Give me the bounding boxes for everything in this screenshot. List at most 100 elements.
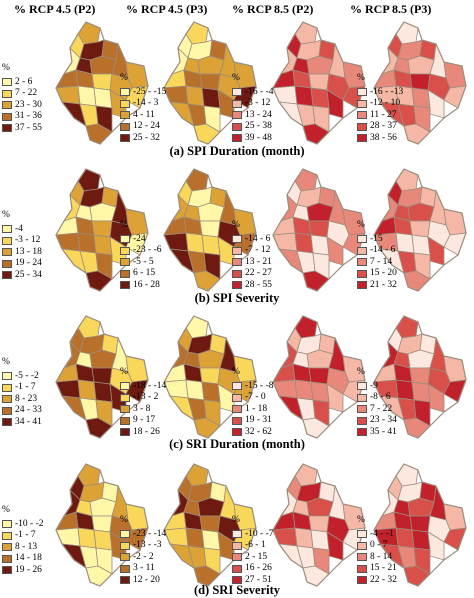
district-region xyxy=(163,216,187,236)
legend-swatch xyxy=(120,235,130,244)
legend-item: 19 - 24 xyxy=(2,258,42,270)
legend-label: -4 xyxy=(15,223,23,234)
legend-label: -10 - -2 xyxy=(15,518,44,529)
legend-swatch xyxy=(232,564,242,573)
district-region xyxy=(163,511,187,531)
district-region xyxy=(308,220,330,238)
legend-label: 22 - 32 xyxy=(370,574,397,585)
district-region xyxy=(89,202,117,222)
district-region xyxy=(308,515,330,533)
district-region xyxy=(185,232,205,254)
district-region xyxy=(197,349,225,369)
legend-label: 8 - 23 xyxy=(15,393,38,404)
legend-unit: % xyxy=(232,515,240,525)
map-row1-col3 xyxy=(272,21,366,145)
legend-label: 35 - 41 xyxy=(370,426,397,437)
legend-item: 13 - 24 xyxy=(232,110,274,122)
legend-swatch xyxy=(2,383,12,392)
legend-swatch xyxy=(120,111,130,120)
district-region xyxy=(395,527,415,549)
legend-swatch xyxy=(232,281,242,290)
legend-swatch xyxy=(120,393,130,402)
legend-unit: % xyxy=(357,515,365,525)
basin-outline xyxy=(55,21,149,145)
legend-item: 32 - 62 xyxy=(232,427,274,439)
legend-label: -23 - -14 xyxy=(133,528,167,539)
district-region xyxy=(272,363,296,383)
legend-item: 28 - 55 xyxy=(232,280,272,292)
legend-label: -4 - -1 xyxy=(370,528,394,539)
district-region xyxy=(409,367,431,385)
district-region xyxy=(91,367,113,385)
map-row2-col4 xyxy=(373,168,467,292)
legend-item: 23 - 34 xyxy=(357,415,397,427)
legend-unit: % xyxy=(2,505,10,515)
district-region xyxy=(427,531,445,561)
legend-item: 9 - 17 xyxy=(120,415,166,427)
district-region xyxy=(77,85,97,107)
legend-label: -7 - 0 xyxy=(245,392,266,402)
legend-label: -23 - -6 xyxy=(133,245,162,255)
legend-item: 12 - 24 xyxy=(120,121,166,133)
legend-item: -7 - 0 xyxy=(232,392,274,404)
basin-outline xyxy=(272,315,366,439)
legend-swatch xyxy=(120,122,130,131)
legend-item: -24 xyxy=(120,234,162,246)
legend-item: 7 - 22 xyxy=(357,404,397,416)
legend-item: -23 - -6 xyxy=(120,245,162,257)
district-region xyxy=(395,379,415,401)
legend-swatch xyxy=(232,246,242,255)
legend-label: 37 - 55 xyxy=(15,122,42,133)
legend-item: -12 - 10 xyxy=(357,98,403,110)
legend-label: 12 - 20 xyxy=(133,574,160,585)
legend-swatch xyxy=(2,372,12,381)
legend-label: 8 - 13 xyxy=(15,541,38,552)
legend-item: -3 - 12 xyxy=(232,98,274,110)
legend-swatch xyxy=(357,382,367,391)
district-region xyxy=(411,529,431,551)
district-region xyxy=(93,234,113,256)
legend-label: 14 - 18 xyxy=(15,553,42,563)
legend-label: 22 - 27 xyxy=(245,268,272,278)
legend-row2-col1: % -4 -3 - 12 13 - 18 19 - 24 25 - 34 xyxy=(2,210,42,281)
district-region xyxy=(93,529,113,551)
legend-label: -15 - -8 xyxy=(245,380,274,391)
district-region xyxy=(91,515,113,533)
legend-swatch xyxy=(357,99,367,108)
legend-swatch xyxy=(120,541,130,550)
legend-label: 24 - 33 xyxy=(15,405,42,415)
legend-item: -10 - -2 xyxy=(2,519,44,531)
legend-item: 21 - 32 xyxy=(357,280,397,292)
row-caption: (b) SPI Severity xyxy=(194,291,280,305)
district-region xyxy=(272,216,296,236)
legend-label: -12 - 10 xyxy=(370,98,401,108)
legend-swatch xyxy=(357,428,367,437)
legend-label: -5 - -2 xyxy=(15,370,39,381)
district-region xyxy=(395,232,415,254)
legend-label: -1 - 7 xyxy=(15,530,36,540)
legend-swatch xyxy=(357,122,367,131)
legend-label: -3 - 12 xyxy=(15,235,41,245)
district-region xyxy=(407,349,435,369)
legend-swatch xyxy=(232,258,242,267)
legend-label: 16 - 28 xyxy=(133,279,160,290)
basin-outline xyxy=(55,315,149,439)
legend-swatch xyxy=(2,520,12,529)
legend-swatch xyxy=(232,428,242,437)
legend-item: 39 - 48 xyxy=(232,133,274,145)
legend-swatch xyxy=(2,259,12,268)
legend-unit: % xyxy=(357,367,365,377)
legend-item: -5 - 5 xyxy=(120,257,162,269)
legend-item: -14 - 3 xyxy=(120,98,166,110)
legend-item: 38 - 56 xyxy=(357,133,403,145)
legend-label: -13 - -3 xyxy=(133,540,162,550)
map-row3-col2 xyxy=(163,315,257,439)
legend-item: 34 - 41 xyxy=(2,417,42,429)
district-region xyxy=(310,381,330,403)
district-region xyxy=(427,383,445,413)
district-region xyxy=(413,252,431,280)
